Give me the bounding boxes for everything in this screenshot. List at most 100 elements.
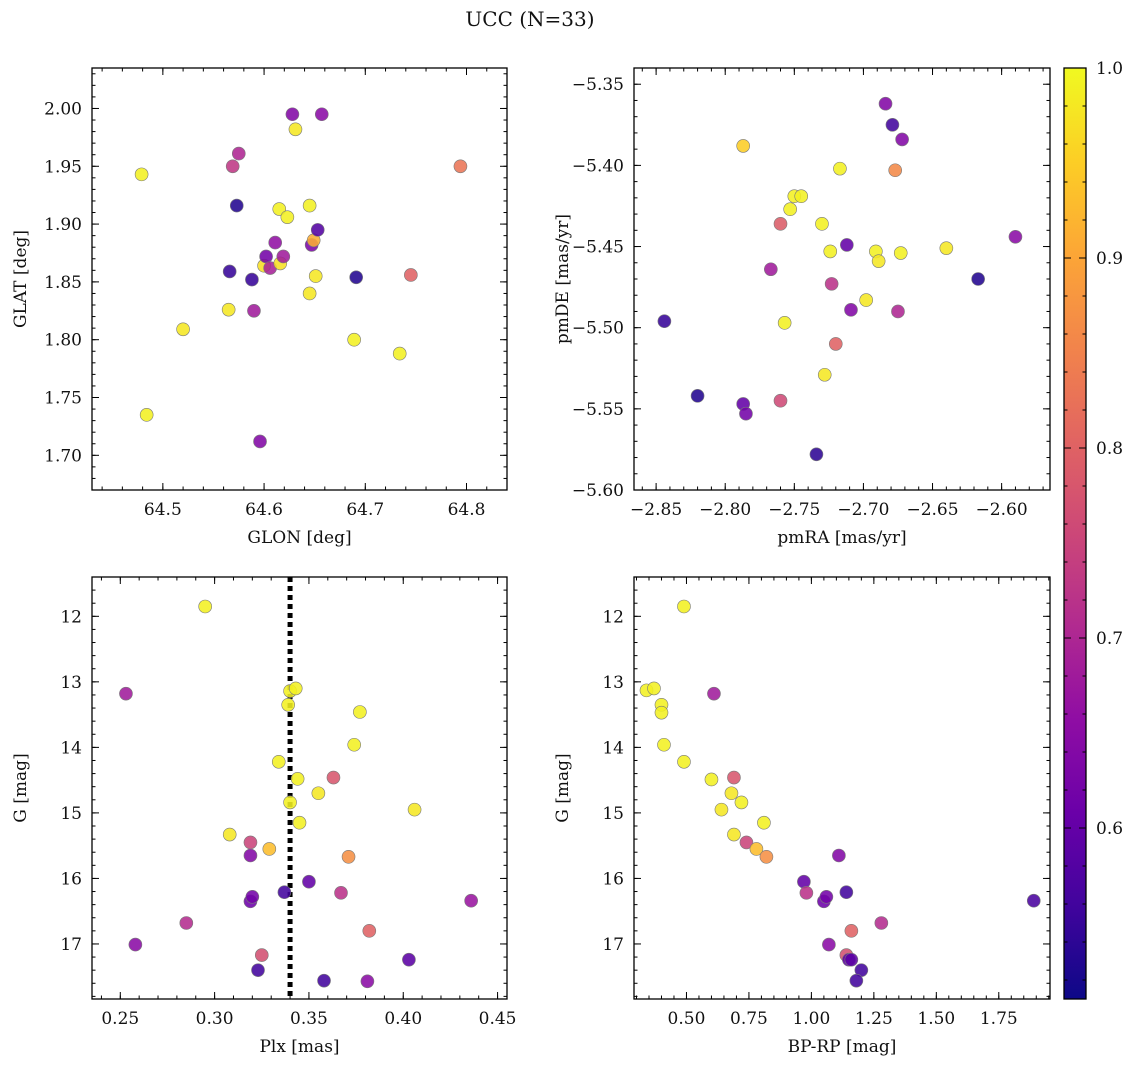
data-point [139, 408, 154, 422]
data-point [308, 269, 323, 283]
data-point [453, 159, 468, 174]
data-point [276, 249, 291, 264]
x-tick-label: 0.45 [479, 1009, 517, 1029]
y-tick-label: 17 [602, 935, 624, 955]
scatter-points [134, 107, 468, 449]
y-tick-label: −5.35 [572, 75, 624, 95]
data-point [245, 889, 260, 904]
data-point [362, 924, 377, 938]
data-point [288, 122, 303, 137]
x-axis-label: pmRA [mas/yr] [777, 528, 906, 548]
data-point [402, 952, 416, 967]
data-point [349, 270, 363, 285]
x-tick-label: 64.7 [346, 500, 384, 520]
x-tick-label: 0.40 [384, 1009, 422, 1029]
x-tick-label: −2.85 [630, 500, 682, 520]
data-point [773, 217, 788, 231]
data-point [797, 874, 811, 889]
data-point [704, 772, 719, 787]
axes-frame [91, 576, 508, 1000]
data-point [736, 139, 750, 153]
data-point [657, 737, 671, 752]
data-point [819, 889, 834, 904]
x-tick-label: −2.80 [699, 500, 751, 520]
data-point [757, 815, 771, 830]
y-tick-label: 15 [60, 804, 82, 824]
colorbar-tick-label: 1.0 [1096, 59, 1123, 79]
y-tick-label: 2.00 [44, 99, 82, 119]
data-point [254, 948, 269, 962]
y-tick-label: 1.80 [44, 331, 82, 351]
data-point [221, 302, 236, 317]
data-point [268, 235, 283, 250]
data-point [353, 705, 367, 719]
data-point [271, 754, 286, 769]
data-point [727, 827, 741, 842]
data-point [878, 96, 893, 111]
data-point [229, 198, 244, 213]
data-point [849, 973, 864, 988]
data-point [749, 842, 764, 856]
data-point [690, 389, 705, 403]
data-point [724, 786, 739, 801]
data-point [822, 937, 836, 952]
colorbar: 0.6 0.7 0.8 0.9 1.0 [1063, 59, 1123, 1000]
data-point [764, 262, 778, 277]
data-point [707, 686, 721, 701]
y-tick-label: 12 [602, 607, 624, 627]
x-tick-label: 0.35 [290, 1009, 328, 1029]
data-point [281, 697, 295, 712]
data-point [783, 202, 797, 217]
data-point [317, 973, 331, 988]
data-point [231, 146, 246, 161]
data-point [302, 874, 316, 889]
tick-marks [92, 68, 508, 491]
panel-2: −2.85 −2.80 −2.75 −2.70 −2.65 −2.60 −5.60 −5.55… [553, 67, 1051, 548]
data-point [885, 118, 900, 132]
x-tick-label: 1.25 [855, 1009, 893, 1029]
panel-3: 0.25 0.30 0.35 0.40 0.45 12 13 14 15 16 17 Plx [mas… [11, 576, 517, 1057]
x-tick-label: −2.60 [976, 500, 1028, 520]
x-tick-label: 0.50 [668, 1009, 706, 1029]
x-tick-label: 64.5 [144, 500, 182, 520]
data-point [809, 447, 824, 462]
data-point [347, 737, 362, 752]
colorbar-tick-label: 0.6 [1096, 819, 1123, 839]
colorbar-tick-label: 0.8 [1096, 439, 1123, 459]
data-point [277, 885, 292, 899]
data-point [326, 770, 341, 785]
data-point [844, 924, 859, 938]
y-tick-label: 1.75 [44, 389, 82, 409]
x-axis-label: BP-RP [mag] [788, 1037, 897, 1057]
data-point [759, 850, 774, 864]
data-point [334, 886, 348, 900]
y-tick-label: 1.95 [44, 157, 82, 177]
tick-marks [92, 576, 507, 999]
data-point [1026, 893, 1041, 908]
panel-1: 64.5 64.6 64.7 64.8 1.70 1.75 1.80 1.85 1.90 1.95… [11, 67, 508, 548]
data-point [739, 406, 753, 421]
data-point [259, 249, 273, 264]
data-point [222, 827, 237, 842]
axes-frame [633, 67, 1051, 491]
y-tick-label: 1.70 [44, 446, 82, 466]
y-axis-label: G [mag] [11, 753, 31, 822]
y-tick-label: 15 [602, 804, 624, 824]
data-point [251, 963, 265, 977]
x-axis-label: GLON [deg] [247, 528, 351, 548]
tick-marks [634, 576, 1050, 999]
data-point [939, 241, 954, 255]
data-point [245, 272, 259, 287]
data-point [134, 167, 149, 182]
y-tick-label: −5.45 [572, 238, 624, 258]
y-tick-label: 16 [602, 869, 624, 889]
data-point [739, 835, 754, 850]
x-tick-label: 1.00 [792, 1009, 830, 1029]
data-point [290, 772, 305, 786]
data-point [823, 244, 838, 259]
data-point [407, 802, 422, 817]
data-point [176, 322, 190, 337]
data-point [1008, 230, 1023, 244]
data-point [654, 705, 669, 720]
data-point [727, 770, 741, 785]
